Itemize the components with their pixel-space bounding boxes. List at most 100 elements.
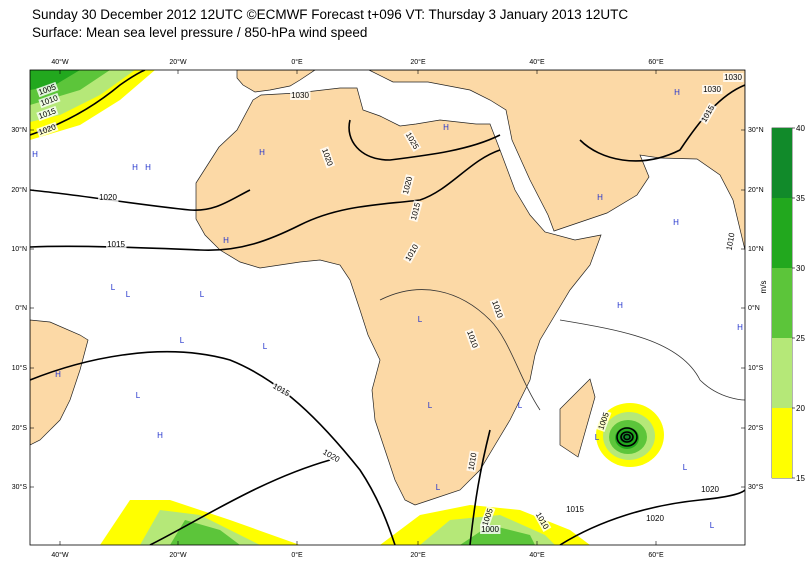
isobar-label: 1030 <box>703 85 721 94</box>
latitude-label: 10°N <box>11 245 27 253</box>
latitude-label: 20°N <box>748 186 764 194</box>
latitude-label: 30°N <box>748 126 764 134</box>
isobar-label-bg <box>480 525 501 534</box>
isobar-label-bg <box>36 121 59 138</box>
colorbar-unit: m/s <box>759 281 768 294</box>
map-area <box>30 70 745 545</box>
isobar-label-bg <box>270 380 293 399</box>
isobar-label-bg <box>724 230 737 253</box>
colorbar-tick-label: 30 <box>796 264 805 273</box>
pressure-centre: L <box>683 463 688 472</box>
africa <box>195 87 602 506</box>
isobar-label-bg <box>565 505 586 514</box>
latitude-label: 0°N <box>748 304 760 312</box>
pressure-centre: L <box>263 342 268 351</box>
isobars <box>30 70 745 545</box>
isobar-label: 1030 <box>291 91 309 100</box>
isobar-label-bg <box>319 146 336 169</box>
isobar-label-bg <box>106 240 127 249</box>
longitude-label: 20°E <box>410 551 426 559</box>
pressure-centre: H <box>223 236 229 245</box>
longitude-label: 40°E <box>529 551 545 559</box>
isobar-label-bg <box>464 328 481 351</box>
isobar-label-bg <box>489 298 506 321</box>
colorbar-tick-label: 25 <box>796 334 805 343</box>
pressure-centre: L <box>436 483 441 492</box>
isobar-label-bg <box>320 446 343 465</box>
isobar-label: 1020 <box>646 514 664 523</box>
colorbar-segment <box>772 198 792 268</box>
pressure-centre: H <box>597 193 603 202</box>
map-frame <box>29 69 746 546</box>
pressure-centre: L <box>710 521 715 530</box>
longitude-label: 0°E <box>291 58 303 66</box>
isobar-label-bg <box>36 105 59 122</box>
pressure-centre: L <box>126 290 131 299</box>
isobar-label-bg <box>290 91 311 100</box>
pressure-centre: L <box>518 401 523 410</box>
isobar-label: 1015 <box>566 505 584 514</box>
pressure-centre: H <box>32 150 38 159</box>
latitude-label: 10°N <box>748 245 764 253</box>
longitude-label: 60°E <box>648 58 664 66</box>
isobar-label-bg <box>403 129 422 153</box>
isobar-label: 1020 <box>99 193 117 202</box>
isobar-label-bg <box>533 509 552 533</box>
isobar-label-bg <box>702 85 723 94</box>
colorbar-tick-label: 35 <box>796 194 805 203</box>
pressure-centre: H <box>259 148 265 157</box>
pressure-centre: L <box>111 283 116 292</box>
eurasia <box>368 70 745 251</box>
latitude-label: 30°N <box>11 126 27 134</box>
colorbar-segment <box>772 338 792 408</box>
pressure-centre: L <box>136 391 141 400</box>
pressure-centre: H <box>157 431 163 440</box>
isobar-label: 1010 <box>467 451 479 471</box>
isobar-label-bg <box>98 193 119 202</box>
madagascar <box>559 378 596 458</box>
pressure-centre: H <box>737 323 743 332</box>
isobar-label-bg <box>402 241 421 264</box>
pressure-centre: L <box>428 401 433 410</box>
isobar-label-bg <box>645 514 666 523</box>
isobar-label-bg <box>400 174 415 197</box>
latitude-label: 30°S <box>748 483 764 491</box>
longitude-label: 40°W <box>51 551 69 559</box>
longitude-label: 20°W <box>169 551 187 559</box>
longitude-label: 40°E <box>529 58 545 66</box>
colorbar-segment <box>772 128 792 198</box>
latitude-label: 20°N <box>11 186 27 194</box>
latitude-label: 20°S <box>12 424 28 432</box>
isobar-label-bg <box>36 81 59 98</box>
pressure-centre: H <box>55 370 61 379</box>
iberia <box>236 70 316 93</box>
latitude-label: 30°S <box>12 483 28 491</box>
isobar-label-bg <box>596 409 612 432</box>
latitude-label: 0°N <box>15 304 27 312</box>
colorbar-tick-label: 40 <box>796 124 805 133</box>
colorbar-tick-label: 15 <box>796 474 805 483</box>
land <box>30 70 745 506</box>
isobar-label: 1000 <box>481 525 499 534</box>
latitude-label: 20°S <box>748 424 764 432</box>
pressure-centre: H <box>674 88 680 97</box>
longitude-label: 40°W <box>51 58 69 66</box>
isobar-label-bg <box>38 92 61 109</box>
isobar-label: 1030 <box>724 73 742 82</box>
pressure-centre: L <box>418 315 423 324</box>
latitude-label: 10°S <box>748 364 764 372</box>
colorbar-segment <box>772 408 792 478</box>
pressure-centre: L <box>180 336 185 345</box>
colorbar-tick-label: 20 <box>796 404 805 413</box>
isobar-label-bg <box>723 73 744 82</box>
header-line-2: Surface: Mean sea level pressure / 850-h… <box>32 25 367 40</box>
isobar-label-bg <box>480 505 496 528</box>
isobar-label-bg <box>466 450 479 473</box>
isobar-label: 1010 <box>725 231 737 251</box>
longitude-label: 20°W <box>169 58 187 66</box>
isobar-label: 1015 <box>107 240 125 249</box>
isobar-label-bg <box>698 102 717 125</box>
isobar-label-bg <box>408 200 423 223</box>
longitude-label: 20°E <box>410 58 426 66</box>
